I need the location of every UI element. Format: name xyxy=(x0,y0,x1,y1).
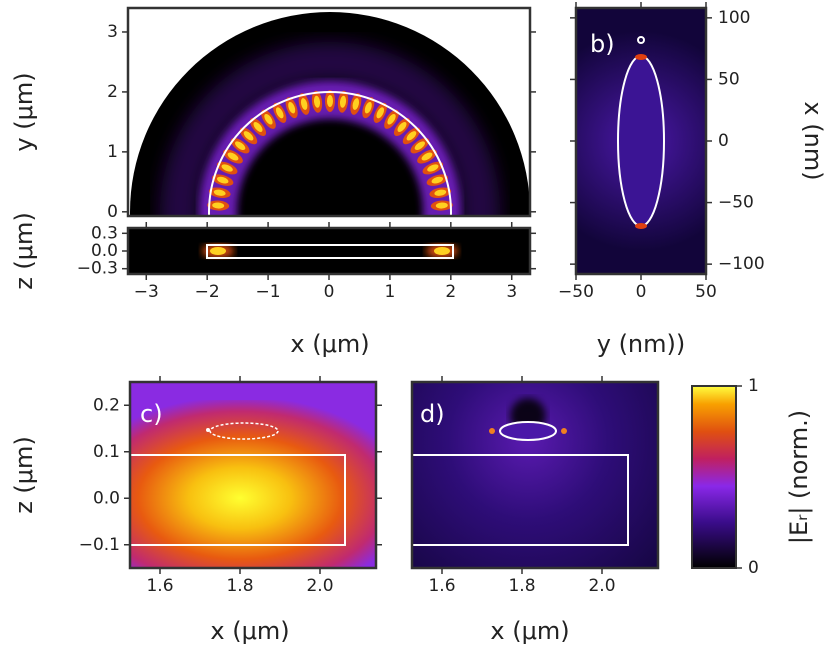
x-tick-label: 1 xyxy=(384,282,395,302)
x-tick-label: −3 xyxy=(134,282,159,302)
y-tick-label: 3 xyxy=(107,22,118,42)
x-tick-label: 0 xyxy=(324,282,335,302)
y-tick-label: −100 xyxy=(718,254,765,274)
x-axis-label: x (μm) xyxy=(490,617,569,645)
y-axis-label: y (μm) xyxy=(10,72,38,151)
y-tick-label: 0 xyxy=(718,131,729,151)
y-tick-label: 0.3 xyxy=(91,223,118,243)
mode-lobe-core xyxy=(227,152,239,161)
y-tick-label: 1 xyxy=(107,142,118,162)
x-tick-label: 2.0 xyxy=(306,576,333,596)
mode-lobe-core xyxy=(352,98,360,110)
x-tick-label: −1 xyxy=(256,282,281,302)
mode-lobe-core xyxy=(364,101,372,114)
y-tick-label: 0.1 xyxy=(93,442,120,462)
mode-lobe-core xyxy=(235,141,246,151)
y-tick-label: −0.3 xyxy=(77,259,118,279)
y-tick-label: 0 xyxy=(107,202,118,222)
x-tick-label: 2.0 xyxy=(588,576,615,596)
x-tick-label: −50 xyxy=(558,282,594,302)
mode-lobe-core xyxy=(387,113,396,125)
mode-lobe-core xyxy=(339,95,347,108)
panel-frame xyxy=(410,380,660,570)
mode-lobe-core xyxy=(435,202,448,209)
y-tick-label: 0.2 xyxy=(93,395,120,415)
y-tick-label: −50 xyxy=(718,193,754,213)
mode-lobe-core xyxy=(243,131,254,141)
panel-frame xyxy=(128,380,378,570)
field-map-a-z xyxy=(128,228,530,274)
mode-lobe-core xyxy=(213,189,226,196)
x-tick-label: 2 xyxy=(445,282,456,302)
x-axis-label: x (μm) xyxy=(210,617,289,645)
mode-lobe-core xyxy=(414,141,425,151)
mode-lobe-core xyxy=(313,95,321,108)
y-axis-label: x (nm) xyxy=(799,101,827,180)
x-axis-label: y (nm)) xyxy=(597,330,686,358)
panel-label: b) xyxy=(590,30,615,58)
field-map-b xyxy=(576,8,706,274)
y-axis-label: z (μm) xyxy=(10,436,38,514)
colorbar-gradient xyxy=(692,386,736,568)
x-tick-label: 1.8 xyxy=(226,576,253,596)
y-axis-label: z (μm) xyxy=(10,212,38,290)
colorbar-frame xyxy=(691,385,737,569)
mode-lobe-core xyxy=(406,131,417,141)
x-tick-label: 3 xyxy=(506,282,517,302)
x-axis-label: x (μm) xyxy=(290,330,369,358)
y-tick-label: 50 xyxy=(718,69,740,89)
x-tick-label: 1.6 xyxy=(146,576,173,596)
field-map-d xyxy=(412,382,658,568)
mode-lobe-core xyxy=(431,176,444,184)
y-tick-label: −0.1 xyxy=(79,535,120,555)
mode-lobe-core xyxy=(327,95,333,107)
y-tick-label: 2 xyxy=(107,82,118,102)
colorbar-label: |Eᵣ| (norm.) xyxy=(785,410,813,544)
mode-lobe-core xyxy=(216,176,229,184)
mode-lobe-core xyxy=(427,164,439,172)
mode-lobe-core xyxy=(212,202,225,209)
x-tick-label: 0 xyxy=(636,282,647,302)
x-tick-label: 50 xyxy=(695,282,717,302)
colorbar-tick-label: 0 xyxy=(748,558,759,578)
panel-label: d) xyxy=(420,400,445,428)
x-tick-label: 1.8 xyxy=(508,576,535,596)
mode-lobe-core xyxy=(253,121,263,132)
colorbar-tick-label: 1 xyxy=(748,376,759,396)
panel-label: a) xyxy=(140,32,164,60)
y-tick-label: 0.0 xyxy=(93,488,120,508)
y-tick-label: 100 xyxy=(718,8,750,28)
mode-lobe-core xyxy=(221,164,233,172)
mode-lobe-core xyxy=(264,113,273,125)
mode-lobe-core xyxy=(288,101,296,114)
mode-lobe-core xyxy=(275,107,284,119)
mode-lobe-core xyxy=(376,107,385,119)
mode-lobe-core xyxy=(397,121,407,132)
x-tick-label: −2 xyxy=(195,282,220,302)
mode-lobe-core xyxy=(421,152,433,161)
field-map-a xyxy=(130,12,530,216)
y-tick-label: 0.0 xyxy=(91,241,118,261)
field-map-c xyxy=(130,382,376,568)
panel-frame xyxy=(126,6,532,218)
x-tick-label: 1.6 xyxy=(428,576,455,596)
mode-lobe-core xyxy=(300,98,308,110)
mode-lobe-core xyxy=(434,189,447,196)
panel-label: c) xyxy=(140,400,163,428)
